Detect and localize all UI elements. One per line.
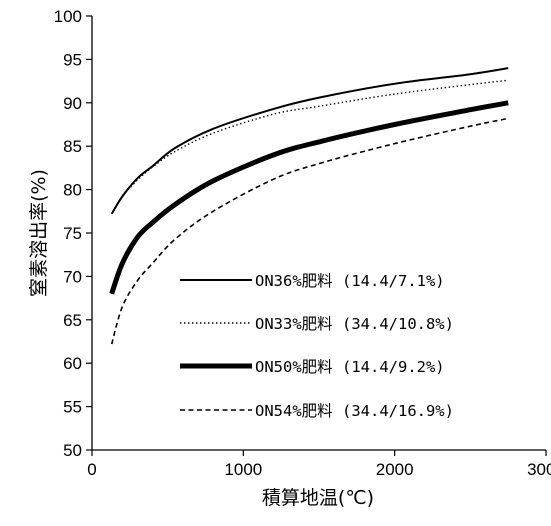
y-tick-label: 55 xyxy=(63,398,82,417)
y-tick-label: 85 xyxy=(63,137,82,156)
y-tick-label: 65 xyxy=(63,311,82,330)
y-tick-label: 60 xyxy=(63,354,82,373)
series-line-2 xyxy=(121,79,509,197)
series-lines xyxy=(109,67,509,345)
y-tick-label: 50 xyxy=(63,441,82,460)
series-line-1 xyxy=(110,67,509,215)
series-line-4 xyxy=(110,117,509,345)
legend: ON36%肥料 (14.4/7.1%) ON33%肥料 (34.4/10.8%) O… xyxy=(180,272,454,420)
legend-label-2: ON33%肥料 (34.4/10.8%) xyxy=(255,315,454,333)
y-axis-title: 窒素溶出率(%) xyxy=(28,169,50,297)
y-tick-label: 100 xyxy=(54,7,82,26)
series-line-3 xyxy=(109,100,509,295)
tick-labels: 505560657075808590951000100020003000 xyxy=(54,7,551,479)
x-tick-label: 2000 xyxy=(376,460,414,479)
legend-label-1: ON36%肥料 (14.4/7.1%) xyxy=(255,272,445,290)
x-axis-title: 積算地温(℃) xyxy=(262,487,374,509)
x-tick-label: 3000 xyxy=(527,460,551,479)
y-tick-label: 90 xyxy=(63,94,82,113)
y-tick-label: 75 xyxy=(63,224,82,243)
y-tick-label: 70 xyxy=(63,267,82,286)
y-tick-label: 80 xyxy=(63,181,82,200)
y-tick-label: 95 xyxy=(63,50,82,69)
axes xyxy=(86,15,547,456)
x-tick-label: 1000 xyxy=(224,460,262,479)
legend-label-3: ON50%肥料 (14.4/9.2%) xyxy=(255,358,445,376)
x-tick-label: 0 xyxy=(87,460,96,479)
legend-label-4: ON54%肥料 (34.4/16.9%) xyxy=(255,402,454,420)
